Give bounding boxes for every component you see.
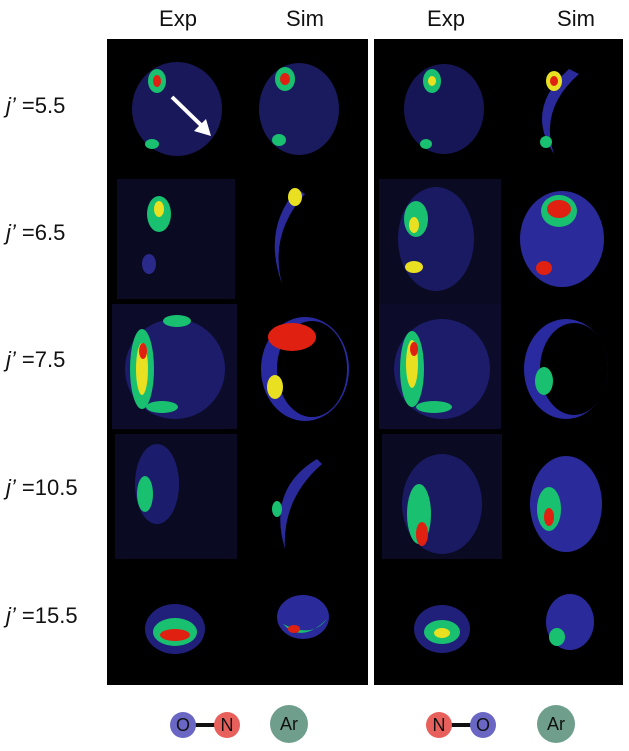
- exp-image-5-5: [132, 62, 222, 156]
- row-label-6-5: j’ =6.5: [6, 220, 66, 245]
- image-panel-left-drawing: [112, 62, 349, 654]
- exp-image-5-5-right: [404, 64, 484, 154]
- image-panel-right: [374, 39, 623, 685]
- bond-line: [192, 723, 218, 727]
- row-label-10-5: j’ =10.5: [6, 475, 78, 500]
- row-label-15-5: j’ =15.5: [6, 603, 78, 628]
- bond-line: [448, 723, 474, 727]
- column-header-sim-left: Sim: [286, 6, 324, 31]
- molecule-on: O N: [170, 712, 250, 742]
- molecule-no: N O: [426, 712, 506, 742]
- column-header-exp-left: Exp: [159, 6, 197, 31]
- row-label-7-5: j’ =7.5: [6, 347, 66, 372]
- argon-atom-right: Ar: [537, 705, 575, 743]
- exp-image-6-5: [117, 179, 235, 299]
- oxygen-atom: O: [170, 712, 196, 738]
- column-header-exp-right: Exp: [427, 6, 465, 31]
- argon-atom-left: Ar: [270, 705, 308, 743]
- image-panel-left: [107, 39, 368, 685]
- oxygen-atom: O: [470, 712, 496, 738]
- arrow-icon: [170, 95, 205, 129]
- sim-image-5-5: [259, 63, 339, 155]
- column-header-sim-right: Sim: [557, 6, 595, 31]
- nitrogen-atom: N: [214, 712, 240, 738]
- nitrogen-atom: N: [426, 712, 452, 738]
- image-panel-right-drawing: [379, 64, 608, 653]
- sim-image-6-5: [274, 189, 305, 284]
- sim-image-10-5: [280, 459, 322, 549]
- row-label-5-5: j’ =5.5: [6, 93, 66, 118]
